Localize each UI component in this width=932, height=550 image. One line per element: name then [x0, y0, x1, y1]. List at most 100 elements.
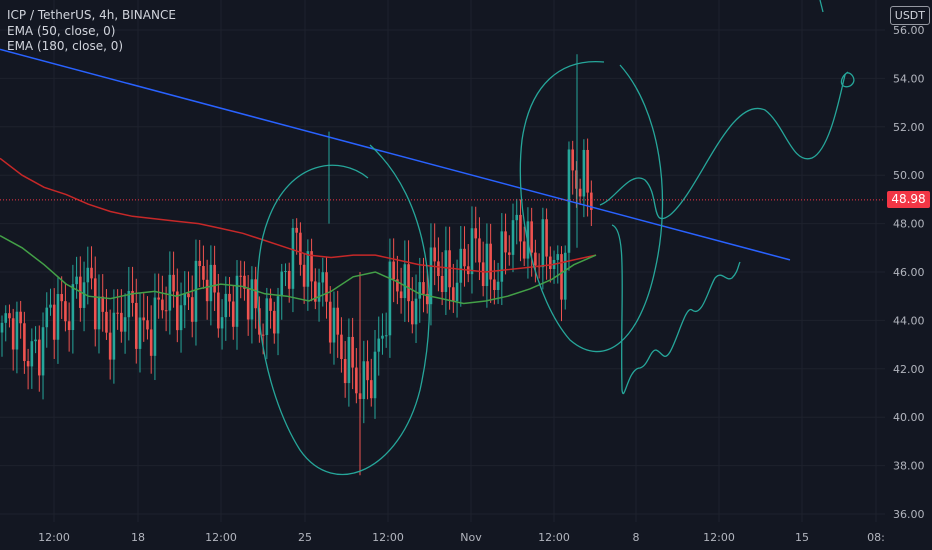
- price-axis[interactable]: 36.00 38.00 40.00 42.00 44.00 46.00 48.00 50.00…: [893, 24, 925, 521]
- candle-body: [396, 279, 399, 292]
- candle-body: [194, 260, 198, 322]
- candle-body: [276, 296, 280, 334]
- candle-body: [455, 282, 459, 302]
- candle-body: [82, 282, 86, 308]
- candle-body: [112, 312, 116, 360]
- top-stroke-drawing: [819, 0, 824, 13]
- candle-body: [444, 250, 448, 292]
- candle-body: [179, 305, 183, 331]
- candle-body: [437, 261, 440, 277]
- candle-body: [67, 321, 71, 331]
- candle-body: [310, 251, 313, 282]
- ema-180-legend[interactable]: EMA (180, close, 0): [7, 39, 124, 53]
- candle-body: [243, 275, 246, 289]
- candle-body: [306, 251, 310, 287]
- candle-body: [575, 170, 578, 189]
- candle-body: [149, 329, 153, 356]
- candle-body: [235, 275, 239, 327]
- candle-body: [131, 290, 134, 303]
- candle-body: [440, 276, 444, 292]
- candle-body: [332, 307, 336, 343]
- candle-body: [340, 334, 343, 360]
- candle-body: [377, 338, 381, 352]
- y-tick-label: 46.00: [893, 266, 925, 279]
- candle-body: [101, 296, 105, 312]
- candle-body: [403, 264, 407, 299]
- candle-body: [522, 241, 526, 259]
- candle-body: [213, 264, 216, 293]
- candle-body: [246, 288, 250, 320]
- x-tick-label: 18: [131, 531, 145, 544]
- candle-body: [545, 219, 548, 257]
- candle-body: [105, 311, 108, 333]
- candle-body: [470, 228, 474, 275]
- candle-body: [500, 231, 504, 282]
- candle-body: [183, 293, 187, 306]
- y-tick-label: 40.00: [893, 411, 925, 424]
- currency-label[interactable]: USDT: [889, 6, 930, 25]
- candle-body: [429, 247, 433, 305]
- candle-body: [519, 214, 522, 242]
- candle-body: [187, 293, 190, 298]
- candle-body: [399, 291, 403, 299]
- candle-body: [280, 271, 284, 297]
- x-tick-label: 08:: [867, 531, 885, 544]
- candle-body: [369, 380, 373, 399]
- candle-body: [198, 260, 201, 267]
- candle-body: [153, 297, 157, 356]
- candle-body: [97, 296, 101, 330]
- candle-body: [56, 294, 60, 340]
- hand-drawings: [256, 0, 855, 476]
- y-tick-label: 42.00: [893, 363, 925, 376]
- candle-body: [507, 252, 511, 255]
- candles: [0, 54, 593, 476]
- candle-body: [362, 361, 366, 399]
- candle-body: [272, 310, 276, 334]
- symbol-title[interactable]: ICP / TetherUS, 4h, BINANCE: [7, 8, 176, 22]
- candle-body: [123, 317, 127, 332]
- candle-body: [30, 341, 34, 367]
- y-tick-label: 36.00: [893, 508, 925, 521]
- candle-body: [90, 267, 93, 279]
- candle-body: [474, 228, 478, 239]
- candle-body: [295, 227, 298, 233]
- candle-body: [321, 272, 325, 283]
- candle-body: [355, 367, 358, 394]
- x-tick-label: 8: [633, 531, 640, 544]
- ema-50-legend[interactable]: EMA (50, close, 0): [7, 23, 116, 38]
- candle-body: [168, 274, 172, 311]
- candle-body: [549, 256, 552, 269]
- candle-body: [515, 214, 519, 221]
- candle-body: [164, 310, 168, 312]
- candle-body: [582, 149, 586, 197]
- projection-lower-drawing: [611, 224, 741, 394]
- candle-body: [8, 313, 11, 319]
- candle-body: [265, 298, 269, 335]
- candle-body: [578, 188, 582, 197]
- candle-body: [302, 264, 306, 287]
- candle-body: [134, 302, 138, 349]
- candle-body: [418, 282, 422, 299]
- candle-body: [563, 252, 567, 300]
- chart-legend: ICP / TetherUS, 4h, BINANCE EMA (50, clo…: [7, 8, 176, 55]
- y-tick-label: 38.00: [893, 460, 925, 473]
- candle-body: [15, 311, 19, 350]
- candle-body: [205, 279, 209, 302]
- candle-body: [49, 304, 52, 308]
- candle-body: [127, 290, 131, 318]
- candle-body: [0, 322, 4, 333]
- candle-body: [433, 247, 436, 262]
- x-tick-label: Nov: [460, 531, 482, 544]
- candle-body: [452, 287, 455, 302]
- time-axis[interactable]: 12:00 18 12:00 25 12:00 Nov 12:00 8 12:00 15 08:: [38, 531, 885, 544]
- candle-body: [422, 282, 425, 294]
- candle-body: [489, 243, 492, 280]
- candle-body: [261, 334, 265, 336]
- candle-body: [560, 254, 563, 300]
- y-tick-label: 44.00: [893, 314, 925, 327]
- candle-body: [75, 276, 78, 285]
- candle-body: [161, 299, 164, 311]
- x-tick-label: 15: [795, 531, 809, 544]
- candle-body: [41, 327, 45, 376]
